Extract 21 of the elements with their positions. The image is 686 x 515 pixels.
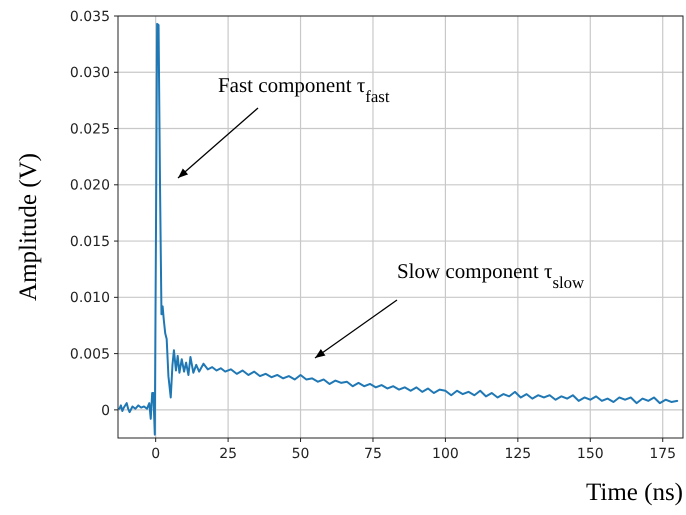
x-tick-label: 150 (576, 446, 604, 462)
y-tick-label: 0.015 (70, 234, 110, 250)
x-tick-label: 0 (151, 446, 160, 462)
x-tick-label: 25 (219, 446, 238, 462)
x-tick-label: 75 (364, 446, 382, 462)
y-tick-label: 0 (101, 402, 110, 419)
y-tick-label: 0.005 (70, 346, 110, 362)
y-tick-label: 0.035 (70, 8, 110, 25)
x-tick-label: 125 (504, 446, 532, 462)
x-tick-label: 50 (292, 446, 310, 462)
y-tick-label: 0.025 (70, 121, 110, 138)
annotation: Fast component τ$_{fast}$ (218, 73, 390, 106)
line-series (118, 22, 678, 436)
annotation: Slow component τ$_{slow}$ (397, 259, 586, 292)
y-tick-label: 0.030 (70, 65, 110, 82)
x-tick-label: 175 (649, 446, 676, 462)
y-tick-label: 0.020 (70, 178, 110, 194)
y-axis-title: Amplitude (V) (15, 153, 42, 301)
y-tick-label: 0.010 (70, 290, 110, 306)
x-axis-title: Time (ns) (586, 479, 683, 506)
x-tick-label: 100 (432, 446, 459, 462)
